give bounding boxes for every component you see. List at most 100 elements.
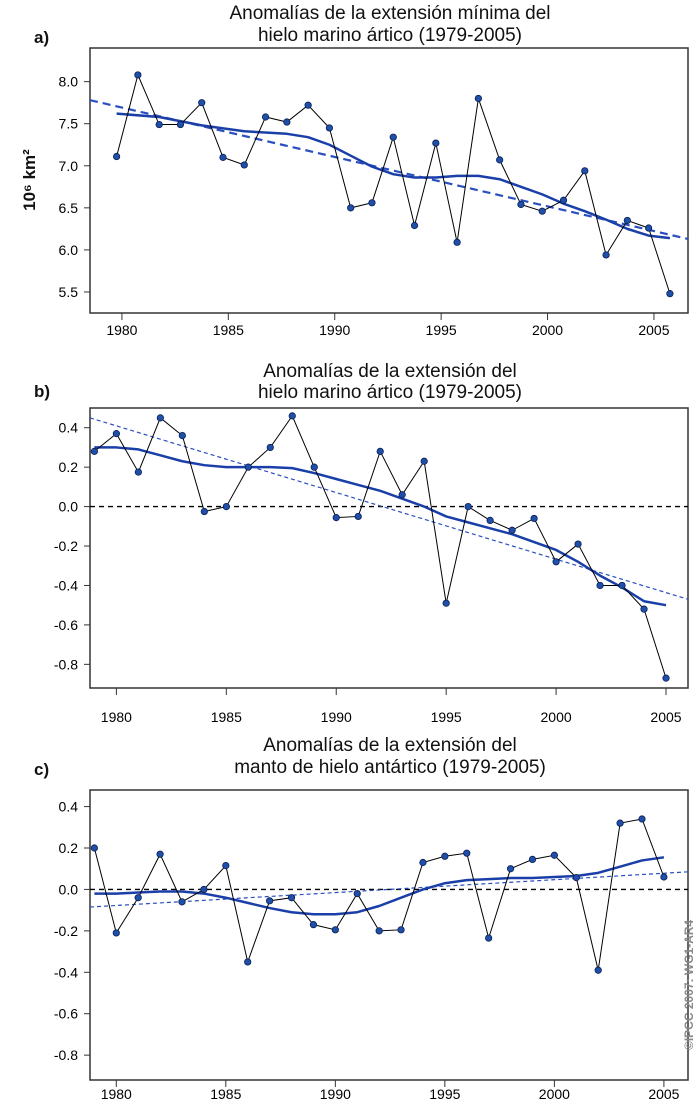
x-tick-label: 2005 bbox=[638, 322, 669, 338]
data-point bbox=[288, 412, 296, 420]
panel-a-title-line-1: Anomalías de la extensión mínima del bbox=[229, 3, 551, 24]
data-point bbox=[354, 512, 362, 521]
data-point bbox=[266, 443, 274, 452]
data-point bbox=[410, 221, 419, 230]
data-point bbox=[325, 124, 334, 132]
data-point bbox=[453, 238, 461, 246]
y-tick-label: -0.6 bbox=[54, 617, 78, 633]
x-tick-label: 1990 bbox=[319, 322, 350, 338]
data-point bbox=[283, 118, 291, 126]
data-point bbox=[485, 934, 493, 942]
data-point bbox=[398, 491, 406, 499]
x-tick-label: 2005 bbox=[648, 1086, 679, 1102]
panel-label-b: b) bbox=[34, 382, 51, 401]
data-point bbox=[219, 153, 227, 161]
panel-b-title-line-1: Anomalías de la extensión del bbox=[263, 361, 517, 382]
observed-series-line bbox=[93, 818, 665, 971]
data-point bbox=[618, 581, 626, 590]
x-tick-label: 1990 bbox=[321, 709, 352, 725]
data-point bbox=[463, 849, 471, 857]
data-point bbox=[287, 894, 296, 902]
data-point bbox=[368, 199, 376, 207]
y-tick-label: -0.4 bbox=[54, 577, 78, 593]
data-point bbox=[134, 71, 142, 79]
data-point bbox=[376, 447, 384, 455]
data-point bbox=[156, 414, 164, 422]
data-point bbox=[304, 101, 312, 109]
data-point bbox=[581, 167, 589, 175]
data-point bbox=[375, 927, 383, 935]
data-point bbox=[419, 858, 427, 867]
panel-c-title-line-2: manto de hielo antártico (1979-2005) bbox=[234, 757, 546, 778]
data-point bbox=[441, 852, 449, 860]
data-point bbox=[486, 516, 494, 524]
y-tick-label: 0.2 bbox=[59, 459, 79, 475]
data-point bbox=[200, 885, 208, 894]
y-tick-label: 8.0 bbox=[59, 74, 79, 90]
x-tick-label: 1985 bbox=[211, 709, 242, 725]
y-tick-label: -0.8 bbox=[54, 656, 78, 672]
smoothed-curve bbox=[116, 112, 671, 240]
panel-label-c: c) bbox=[34, 760, 50, 779]
data-point bbox=[134, 894, 142, 902]
data-point bbox=[397, 926, 405, 934]
data-point bbox=[616, 819, 624, 827]
data-point bbox=[517, 200, 525, 209]
data-point bbox=[134, 468, 142, 476]
data-point bbox=[244, 958, 252, 966]
y-tick-label: -0.2 bbox=[54, 538, 78, 554]
data-point bbox=[176, 120, 185, 129]
y-tick-label: 6.5 bbox=[59, 200, 79, 216]
data-point bbox=[309, 921, 318, 929]
data-point bbox=[331, 926, 339, 934]
data-point bbox=[666, 290, 674, 298]
y-tick-label: 7.5 bbox=[59, 116, 79, 132]
linear-trend-line bbox=[89, 99, 689, 241]
x-tick-label: 1995 bbox=[429, 1086, 460, 1102]
data-point bbox=[496, 156, 504, 164]
y-tick-label: 0.4 bbox=[59, 799, 79, 815]
y-tick-label: 0.4 bbox=[59, 420, 79, 436]
y-tick-label: 0.0 bbox=[59, 881, 79, 897]
data-point bbox=[594, 966, 602, 974]
data-point bbox=[266, 897, 274, 905]
data-point bbox=[528, 855, 537, 863]
data-point bbox=[464, 502, 472, 511]
data-point bbox=[623, 216, 631, 225]
data-point bbox=[112, 929, 120, 937]
y-tick-label: -0.8 bbox=[54, 1047, 78, 1063]
data-point bbox=[310, 463, 318, 471]
panel-label-a: a) bbox=[34, 28, 50, 47]
x-tick-label: 2000 bbox=[539, 1086, 570, 1102]
data-point bbox=[113, 152, 121, 161]
y-tick-label: -0.6 bbox=[54, 1006, 78, 1022]
data-point bbox=[90, 844, 98, 852]
data-point bbox=[261, 113, 270, 121]
y-tick-label: -0.2 bbox=[54, 923, 78, 939]
panel-c-title-line-1: Anomalías de la extensión del bbox=[263, 735, 517, 756]
x-tick-label: 1980 bbox=[106, 322, 137, 338]
x-tick-label: 2000 bbox=[532, 322, 563, 338]
data-point bbox=[572, 874, 580, 882]
data-point bbox=[538, 207, 546, 215]
data-point bbox=[332, 514, 340, 522]
y-tick-label: -0.4 bbox=[54, 964, 78, 980]
data-point bbox=[432, 139, 440, 147]
data-point bbox=[645, 224, 653, 232]
panel-b-title-line-2: hielo marino ártico (1979-2005) bbox=[257, 382, 523, 403]
data-point bbox=[530, 514, 538, 523]
plot-frame bbox=[89, 407, 689, 689]
x-tick-label: 2005 bbox=[650, 709, 681, 725]
data-point bbox=[178, 898, 186, 906]
copyright-notice: ©IPCC 2007: WG1-AR4 bbox=[682, 919, 696, 1050]
data-point bbox=[662, 674, 670, 682]
y-tick-label: 6.0 bbox=[59, 242, 79, 258]
data-point bbox=[550, 851, 558, 859]
data-point bbox=[420, 457, 428, 465]
data-point bbox=[559, 196, 568, 204]
data-point bbox=[389, 133, 397, 141]
data-point bbox=[347, 204, 355, 212]
data-point bbox=[222, 502, 230, 511]
data-point bbox=[200, 507, 208, 516]
